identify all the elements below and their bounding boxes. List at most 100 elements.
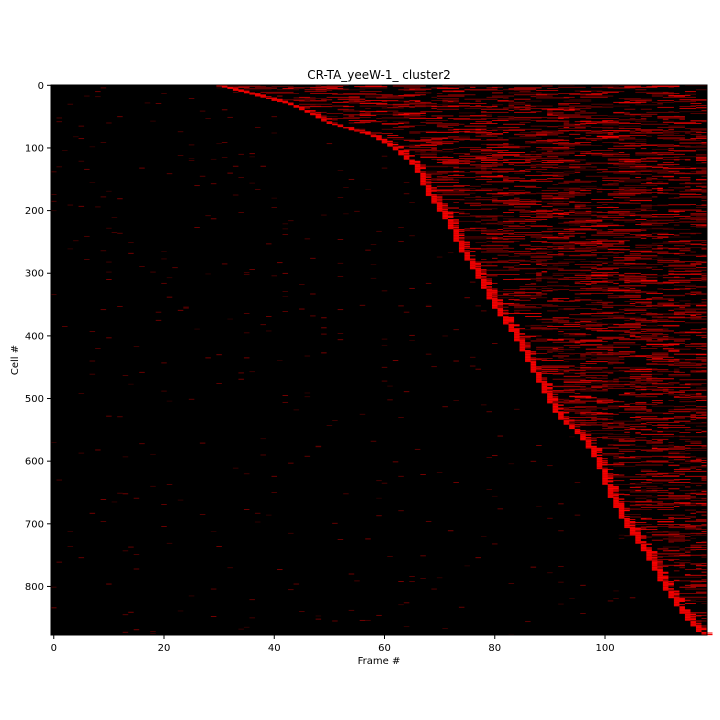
- heatmap-cell: [574, 219, 603, 221]
- heatmap-cell: [624, 258, 652, 260]
- heatmap-cell: [618, 192, 652, 194]
- heatmap-cell: [536, 380, 548, 382]
- heatmap-cell: [596, 447, 619, 449]
- heatmap-cell: [607, 127, 625, 129]
- heatmap-cell: [602, 131, 619, 133]
- heatmap-cell: [370, 136, 382, 138]
- heatmap-cell: [640, 388, 669, 390]
- heatmap-cell: [106, 279, 112, 280]
- heatmap-cell: [541, 230, 575, 232]
- heatmap-cell: [177, 610, 184, 612]
- heatmap-cell: [651, 400, 663, 401]
- heatmap-cell: [514, 334, 520, 336]
- heatmap-cell: [480, 287, 493, 289]
- heatmap-cell: [618, 197, 652, 199]
- heatmap-cell: [51, 586, 57, 588]
- heatmap-cell: [343, 127, 355, 129]
- heatmap-cell: [668, 349, 680, 351]
- heatmap-cell: [508, 256, 520, 257]
- heatmap-cell: [662, 389, 674, 391]
- heatmap-cell: [249, 617, 255, 619]
- heatmap-cell: [425, 282, 432, 284]
- heatmap-cell: [701, 514, 707, 516]
- heatmap-cell: [541, 216, 564, 218]
- heatmap-cell: [492, 299, 504, 301]
- heatmap-cell: [458, 155, 487, 157]
- heatmap-cell: [635, 490, 641, 492]
- heatmap-cell: [662, 241, 691, 243]
- heatmap-cell: [657, 260, 680, 262]
- heatmap-cell: [569, 255, 597, 257]
- heatmap-cell: [668, 166, 691, 168]
- heatmap-cell: [337, 89, 366, 91]
- heatmap-cell: [508, 110, 515, 111]
- heatmap-cell: [514, 278, 542, 280]
- heatmap-cell: [480, 282, 493, 284]
- heatmap-cell: [536, 263, 559, 265]
- heatmap-cell: [480, 188, 498, 190]
- heatmap-cell: [563, 145, 575, 147]
- heatmap-cell: [684, 182, 691, 183]
- heatmap-cell: [569, 426, 581, 428]
- heatmap-cell: [679, 300, 691, 302]
- heatmap-cell: [695, 293, 707, 295]
- heatmap-cell: [530, 217, 553, 218]
- heatmap-cell: [497, 224, 504, 225]
- heatmap-cell: [547, 281, 559, 283]
- heatmap-cell: [613, 145, 641, 147]
- heatmap-cell: [684, 292, 702, 294]
- heatmap-cell: [580, 236, 586, 238]
- heatmap-cell: [690, 512, 696, 514]
- heatmap-cell: [563, 358, 586, 360]
- heatmap-cell: [580, 123, 597, 125]
- heatmap-cell: [503, 178, 509, 180]
- heatmap-cell: [624, 408, 647, 410]
- heatmap-cell: [503, 218, 526, 220]
- heatmap-cell: [453, 90, 465, 92]
- heatmap-cell: [602, 436, 630, 438]
- heatmap-cell: [635, 100, 647, 102]
- heatmap-cell: [657, 371, 680, 373]
- heatmap-cell: [635, 497, 647, 499]
- heatmap-cell: [657, 317, 663, 319]
- heatmap-cell: [651, 563, 663, 565]
- heatmap-cell: [574, 341, 608, 343]
- heatmap-cell: [574, 297, 581, 299]
- heatmap-cell: [558, 418, 570, 420]
- heatmap-cell: [640, 303, 652, 305]
- heatmap-cell: [563, 123, 586, 125]
- heatmap-cell: [596, 311, 625, 313]
- heatmap-cell: [420, 154, 437, 156]
- heatmap-cell: [646, 363, 658, 364]
- heatmap-cell: [618, 242, 625, 244]
- heatmap-cell: [624, 383, 630, 385]
- heatmap-cell: [629, 529, 636, 531]
- heatmap-cell: [514, 267, 548, 269]
- heatmap-cell: [530, 460, 537, 462]
- heatmap-cell: [646, 441, 663, 443]
- heatmap-cell: [343, 93, 377, 94]
- heatmap-cell: [447, 221, 454, 223]
- heatmap-cell: [409, 202, 415, 203]
- heatmap-cell: [442, 207, 459, 208]
- heatmap-cell: [602, 302, 608, 304]
- heatmap-cell: [624, 527, 636, 529]
- heatmap-cell: [519, 264, 531, 265]
- heatmap-cell: [337, 126, 344, 128]
- heatmap-cell: [635, 245, 647, 247]
- heatmap-cell: [243, 626, 250, 628]
- heatmap-cell: [563, 324, 581, 326]
- heatmap-cell: [332, 522, 338, 524]
- heatmap-cell: [624, 281, 658, 283]
- heatmap-cell: [558, 331, 564, 332]
- heatmap-cell: [188, 160, 195, 161]
- heatmap-cell: [596, 322, 603, 324]
- heatmap-cell: [607, 495, 614, 497]
- heatmap-cell: [453, 170, 459, 172]
- heatmap-cell: [525, 337, 531, 339]
- heatmap-cell: [613, 489, 647, 491]
- heatmap-cell: [602, 425, 625, 427]
- heatmap-cell: [547, 395, 553, 396]
- heatmap-cell: [260, 96, 266, 98]
- heatmap-cell: [613, 381, 641, 383]
